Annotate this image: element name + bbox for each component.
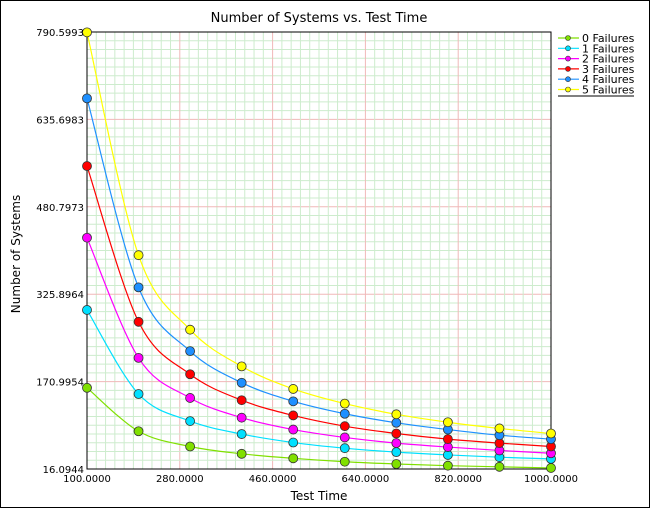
legend-entry: 4 Failures [582, 73, 635, 86]
data-point [133, 352, 144, 363]
data-point [133, 250, 144, 261]
data-point [391, 417, 402, 428]
data-point [185, 393, 196, 403]
data-point [391, 459, 402, 469]
data-point [494, 461, 505, 472]
data-point [82, 232, 92, 243]
legend-marker [565, 66, 571, 72]
data-point [185, 416, 196, 426]
x-tick-label: 1000.0000 [524, 474, 578, 485]
data-point [546, 428, 556, 439]
series-1 [82, 305, 556, 464]
data-point [339, 421, 350, 432]
data-point [185, 441, 196, 452]
y-tick-label: 480.7973 [36, 203, 84, 214]
legend-marker [565, 35, 571, 41]
series-3 [82, 161, 556, 452]
legend-marker [565, 55, 571, 62]
y-tick-label: 170.9954 [36, 378, 84, 389]
legend-marker [565, 86, 571, 93]
x-axis-ticks: 100.0000 280.0000 460.0000 640.0000 820.0000… [63, 474, 578, 485]
x-tick-label: 100.0000 [63, 474, 111, 485]
data-point [391, 409, 402, 420]
data-point [82, 305, 92, 315]
data-point [339, 456, 350, 467]
data-point [82, 27, 92, 38]
data-point [82, 93, 92, 104]
data-point [494, 423, 505, 434]
x-tick-label: 280.0000 [156, 474, 204, 485]
legend-entry: 3 Failures [582, 63, 635, 76]
data-point [288, 453, 299, 464]
data-point [185, 324, 196, 335]
data-point [236, 412, 247, 423]
data-point [288, 396, 299, 407]
x-tick-label: 820.0000 [434, 474, 482, 485]
legend-entry: 0 Failures [582, 32, 635, 45]
data-point [546, 463, 556, 473]
data-point [82, 161, 92, 171]
data-point [339, 398, 350, 409]
y-tick-label: 16.0944 [43, 465, 84, 476]
series-0 [82, 382, 556, 473]
data-point [236, 395, 247, 406]
data-point [82, 382, 92, 393]
legend-marker [565, 45, 571, 52]
data-point [288, 384, 299, 394]
grid [87, 32, 551, 469]
data-point [133, 389, 144, 399]
data-point [236, 448, 247, 459]
data-point [288, 410, 299, 421]
data-point [339, 408, 350, 419]
legend-entry: 1 Failures [582, 42, 635, 55]
x-tick-label: 460.0000 [249, 474, 297, 485]
data-point [442, 460, 453, 471]
data-point [133, 316, 144, 327]
data-point [391, 447, 402, 458]
data-point [339, 443, 350, 454]
series-line [86, 309, 552, 460]
data-point [391, 438, 402, 448]
data-point [442, 417, 453, 428]
y-tick-label: 790.5993 [36, 28, 84, 39]
y-axis-label: Number of Systems [9, 195, 23, 313]
series-group [82, 27, 556, 473]
x-tick-label: 640.0000 [342, 474, 390, 485]
series-2 [82, 232, 556, 459]
data-point [185, 346, 196, 357]
legend-entry: 5 Failures [582, 84, 635, 97]
series-line [86, 387, 552, 469]
data-point [236, 429, 247, 439]
plot-area [86, 31, 552, 470]
legend-entry: 2 Failures [582, 53, 635, 66]
data-point [288, 437, 299, 448]
x-axis-label: Test Time [290, 489, 348, 503]
data-point [133, 282, 144, 293]
data-point [185, 369, 196, 380]
data-point [236, 377, 247, 388]
data-point [288, 424, 299, 435]
y-axis-ticks: 16.0944 170.9954 325.8964 480.7973 635.6983 7… [36, 28, 84, 476]
legend-marker [565, 76, 571, 82]
series-line [86, 237, 552, 454]
data-point [391, 428, 402, 439]
y-tick-label: 325.8964 [36, 290, 84, 301]
chart-title: Number of Systems vs. Test Time [211, 11, 428, 26]
y-tick-label: 635.6983 [36, 115, 84, 126]
data-point [442, 434, 453, 445]
data-point [236, 361, 247, 372]
data-point [339, 432, 350, 443]
series-5 [82, 27, 556, 439]
data-point [133, 426, 144, 437]
